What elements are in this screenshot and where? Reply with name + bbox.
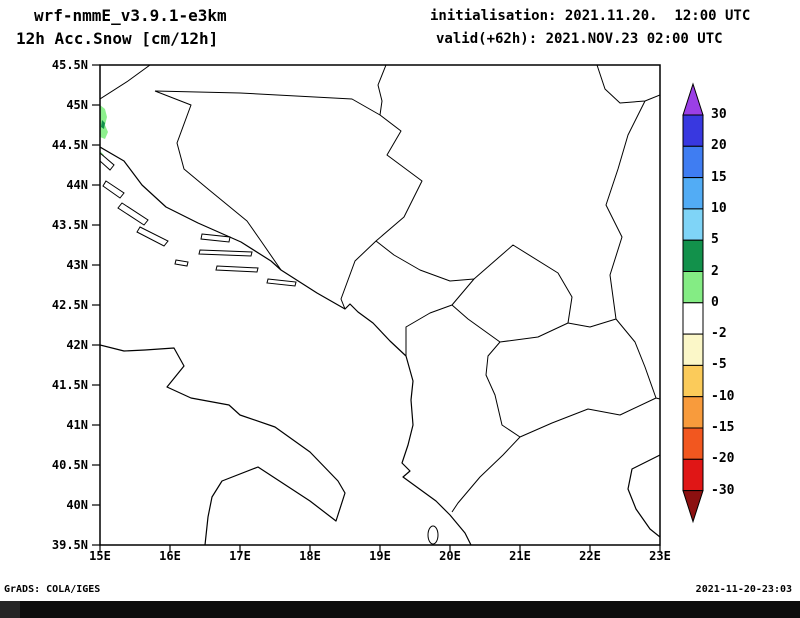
lon-tick-label: 20E [439, 549, 461, 563]
border-macedonia-bulgaria [615, 318, 657, 399]
bottom-bar-corner [0, 601, 20, 618]
lat-tick-label: 41.5N [51, 378, 88, 392]
colorbar-tick-label: 0 [711, 295, 719, 310]
lat-tick-label: 40N [66, 498, 88, 512]
colorbar-segment [682, 208, 704, 241]
coastline-adriatic-east [100, 146, 472, 545]
render-timestamp: 2021-11-20-23:03 [695, 584, 792, 595]
colorbar-segment [682, 333, 704, 366]
plot-frame [99, 64, 661, 546]
valid-time-label: valid(+62h): 2021.NOV.23 02:00 UTC [436, 31, 723, 47]
lat-tick-label: 42.5N [51, 298, 88, 312]
snow-area-dark [101, 120, 105, 129]
island [200, 233, 231, 243]
island [215, 265, 259, 273]
border-albania-greece [451, 436, 521, 513]
colorbar-arrow-top [682, 82, 704, 116]
lon-tick-label: 15E [89, 549, 111, 563]
island [100, 152, 115, 171]
colorbar-segment [682, 458, 704, 492]
colorbar-tick-label: 30 [711, 107, 727, 122]
colorbar-arrow-bottom [682, 490, 704, 524]
lon-tick-label: 18E [299, 549, 321, 563]
border-macedonia-greece [519, 397, 657, 438]
island [136, 226, 169, 247]
colorbar-segment [682, 271, 704, 304]
lon-tick-label: 22E [579, 549, 601, 563]
lat-tick-label: 45.5N [51, 58, 88, 72]
island [266, 278, 297, 287]
colorbar-segment [682, 239, 704, 272]
island-corfu [427, 525, 439, 545]
lon-tick-label: 19E [369, 549, 391, 563]
lon-tick-label: 16E [159, 549, 181, 563]
island [117, 202, 149, 226]
border-montenegro-albania [405, 304, 453, 356]
colorbar-tick-label: 15 [711, 170, 727, 185]
lon-tick-label: 17E [229, 549, 251, 563]
colorbar-tick-label: -10 [711, 389, 735, 404]
product-title: 12h Acc.Snow [cm/12h] [16, 29, 219, 48]
axis-ticks [92, 64, 661, 552]
border-montenegro-serbia [375, 240, 475, 282]
colorbar-tick-label: 20 [711, 138, 727, 153]
lon-tick-label: 21E [509, 549, 531, 563]
lat-tick-label: 44N [66, 178, 88, 192]
lat-tick-label: 45N [66, 98, 88, 112]
colorbar-segment [682, 177, 704, 210]
colorbar-tick-label: -15 [711, 420, 735, 435]
lon-tick-label: 23E [649, 549, 671, 563]
island [198, 249, 253, 257]
border-kosovo [451, 244, 573, 343]
border-albania-east [485, 341, 521, 438]
colorbar-segment [682, 396, 704, 429]
lat-tick-label: 40.5N [51, 458, 88, 472]
colorbar-tick-label: 2 [711, 264, 719, 279]
colorbar-tick-label: -30 [711, 483, 735, 498]
bottom-bar [0, 601, 800, 618]
lat-tick-label: 39.5N [51, 538, 88, 552]
colorbar-tick-label: -20 [711, 451, 735, 466]
init-time-label: initialisation: 2021.11.20. 12:00 UTC [430, 8, 751, 24]
colorbar [682, 82, 704, 524]
lat-tick-label: 42N [66, 338, 88, 352]
island [174, 259, 189, 267]
border-slovenia-croatia [100, 65, 151, 100]
border-croatia-serbia [377, 65, 387, 116]
lat-tick-label: 44.5N [51, 138, 88, 152]
lat-tick-label: 43N [66, 258, 88, 272]
lat-tick-label: 43.5N [51, 218, 88, 232]
island [102, 180, 125, 199]
colorbar-tick-label: -2 [711, 326, 727, 341]
coastline-italy [100, 344, 346, 545]
coastline-aegean [627, 454, 660, 538]
colorbar-tick-label: -5 [711, 357, 727, 372]
border-croatia-bosnia-west [154, 90, 282, 271]
model-title: wrf-nmmE_v3.9.1-e3km [34, 6, 227, 25]
colorbar-segment [682, 302, 704, 335]
border-bosnia-north-east [154, 90, 423, 310]
colorbar-segment [682, 114, 704, 147]
grads-credit: GrADS: COLA/IGES [4, 584, 101, 595]
border-danube-serbia-romania [596, 65, 660, 104]
colorbar-segment [682, 364, 704, 398]
colorbar-tick-label: 5 [711, 232, 719, 247]
border-serbia-bulgaria [605, 100, 646, 320]
colorbar-segment [682, 145, 704, 179]
lat-tick-label: 41N [66, 418, 88, 432]
colorbar-tick-label: 10 [711, 201, 727, 216]
map-plot [92, 64, 661, 552]
colorbar-segment [682, 427, 704, 460]
border-macedonia-north [567, 318, 617, 328]
